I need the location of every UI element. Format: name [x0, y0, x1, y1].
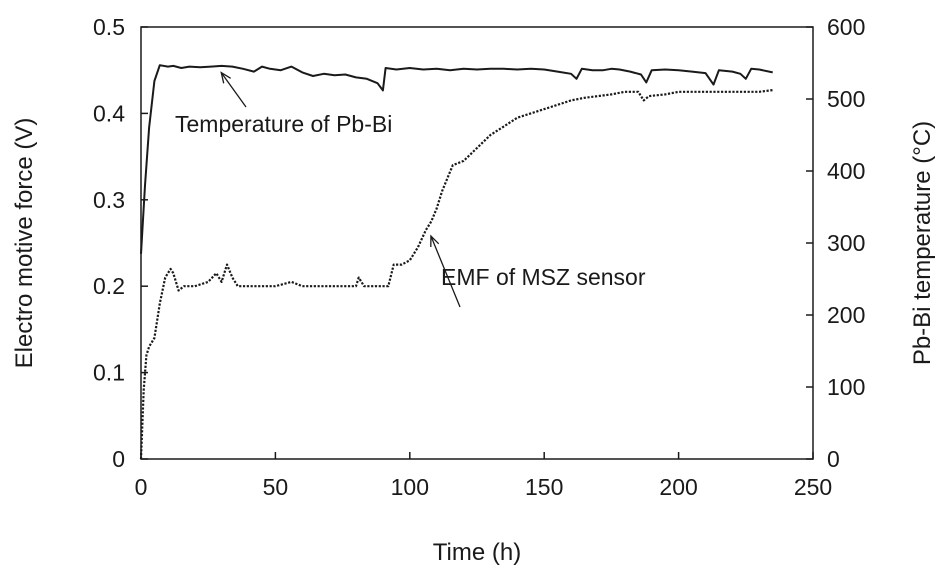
temperature-series-line	[140, 64, 773, 254]
x-tick-label: 50	[263, 474, 289, 500]
annotation-label: Temperature of Pb-Bi	[175, 111, 392, 137]
x-tick-label: 0	[135, 474, 148, 500]
y-tick-label: 0.5	[93, 14, 125, 40]
x-tick-label: 100	[391, 474, 429, 500]
y-axis-left: 0 0.1 0.2 0.3 0.4 0.5	[93, 14, 148, 472]
y2-tick-label: 0	[827, 446, 840, 472]
y2-tick-label: 400	[827, 158, 865, 184]
y2-axis-title: Pb-Bi temperature (°C)	[909, 121, 936, 365]
plot-frame	[140, 26, 814, 460]
y-tick-label: 0.2	[93, 273, 125, 299]
y2-tick-label: 200	[827, 302, 865, 328]
series-layer	[139, 64, 773, 460]
y-tick-label: 0.4	[93, 100, 125, 126]
y-axis-title: Electro motive force (V)	[11, 118, 38, 369]
x-tick-label: 250	[794, 474, 832, 500]
plot-area	[140, 26, 814, 460]
y-axis-right: 0 100 200 300 400 500 600	[806, 14, 865, 472]
y-tick-label: 0.3	[93, 187, 125, 213]
y2-tick-label: 500	[827, 86, 865, 112]
y-tick-label: 0.1	[93, 360, 125, 386]
y2-tick-label: 100	[827, 374, 865, 400]
annotation-arrow-line	[430, 235, 461, 308]
y2-tick-label: 600	[827, 14, 865, 40]
y2-tick-label: 300	[827, 230, 865, 256]
y-tick-label: 0	[112, 446, 125, 472]
x-axis-title: Time (h)	[433, 539, 521, 566]
x-tick-label: 150	[525, 474, 563, 500]
annotation-arrow-head	[220, 71, 231, 84]
annotation-label: EMF of MSZ sensor	[441, 264, 646, 290]
annotation-layer: Temperature of Pb-Bi EMF of MSZ sensor	[175, 71, 646, 308]
x-axis: 0 50 100 150 200 250	[135, 452, 832, 500]
annotation: EMF of MSZ sensor	[430, 234, 646, 308]
x-tick-label: 200	[659, 474, 697, 500]
annotation-arrow-line	[220, 72, 247, 108]
annotation: Temperature of Pb-Bi	[175, 71, 392, 137]
annotation-arrow-head	[430, 234, 440, 248]
